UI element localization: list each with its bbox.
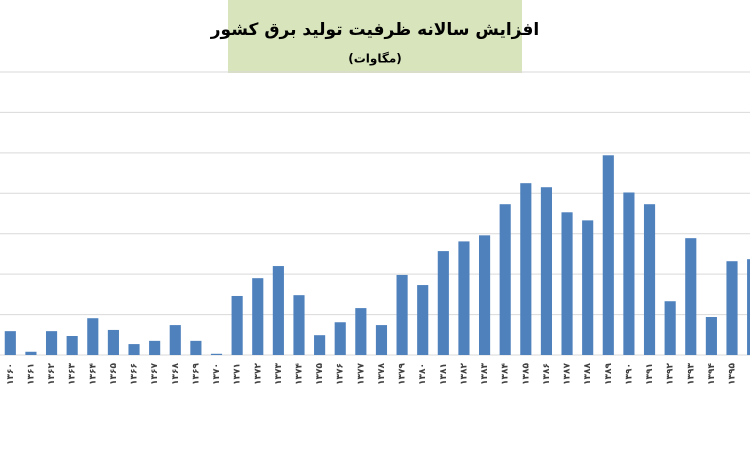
bar <box>685 238 697 355</box>
bar <box>417 285 429 355</box>
bar <box>705 316 717 355</box>
x-tick-label: ۱۳۶۴ <box>88 363 98 385</box>
x-tick-label: ۱۳۶۹ <box>191 363 201 385</box>
bar <box>520 183 532 355</box>
bar <box>252 278 264 355</box>
bar <box>561 212 573 355</box>
bar <box>314 335 326 355</box>
bar <box>499 204 511 355</box>
chart-title: افزایش سالانه ظرفیت تولید برق کشور <box>210 20 539 40</box>
x-tick-label: ۱۳۹۰ <box>624 363 634 385</box>
x-tick-label: ۱۳۷۶ <box>336 363 346 385</box>
bar <box>540 187 552 355</box>
bar <box>190 340 202 355</box>
x-tick-label: ۱۳۶۶ <box>130 363 140 385</box>
bar <box>149 340 161 355</box>
x-tick-label: ۱۳۷۷ <box>356 363 366 385</box>
x-tick-label: ۱۳۶۲ <box>47 363 57 385</box>
x-tick-label: ۱۳۷۹ <box>398 363 408 385</box>
bar <box>458 241 470 355</box>
x-tick-label: ۱۳۷۴ <box>294 363 304 385</box>
bar <box>375 325 388 355</box>
x-tick-label: ۱۳۸۰ <box>418 363 428 385</box>
bar <box>437 251 449 355</box>
x-tick-label: ۱۳۹۴ <box>707 363 717 385</box>
x-tick-label: ۱۳۶۳ <box>68 363 78 385</box>
bar <box>726 261 738 355</box>
x-tick-label: ۱۳۷۵ <box>315 363 325 385</box>
x-tick-label: ۱۳۷۲ <box>253 363 263 385</box>
x-tick-label: ۱۳۹۵ <box>728 363 738 385</box>
bar <box>169 325 181 355</box>
x-tick-label: ۱۳۸۲ <box>459 363 469 385</box>
x-tick-label: ۱۳۸۱ <box>439 363 449 385</box>
x-tick-label: ۱۳۶۷ <box>150 363 160 385</box>
x-tick-label: ۱۳۷۸ <box>377 363 387 385</box>
bar <box>231 295 243 355</box>
bar <box>4 331 16 355</box>
bar <box>272 266 284 355</box>
bar <box>396 274 408 355</box>
title-box <box>228 0 522 73</box>
bar <box>479 235 491 355</box>
x-tick-label: ۱۳۶۰ <box>6 363 16 385</box>
x-tick-label: ۱۳۸۷ <box>563 363 573 385</box>
x-tick-label: ۱۳۶۱ <box>26 363 36 385</box>
x-tick-label: ۱۳۸۸ <box>583 363 593 385</box>
chart-subtitle: (مگاوات) <box>348 52 402 67</box>
bar <box>355 308 367 355</box>
bar <box>334 322 346 355</box>
x-tick-label: ۱۳۶۸ <box>171 363 181 385</box>
bar <box>664 301 676 355</box>
x-tick-label: ۱۳۸۹ <box>604 363 614 385</box>
x-tick-label: ۱۳۸۶ <box>542 363 552 385</box>
x-tick-label: ۱۳۷۱ <box>233 363 243 385</box>
bar <box>293 295 305 355</box>
x-tick-label: ۱۳۸۵ <box>521 363 531 385</box>
x-tick-label: ۱۳۷۰ <box>212 363 222 385</box>
bar <box>747 259 750 355</box>
x-tick-label: ۱۳۹۱ <box>645 363 655 385</box>
x-tick-label: ۱۳۹۲ <box>666 363 676 385</box>
bar <box>66 335 78 355</box>
bar <box>602 155 614 355</box>
bar <box>107 329 119 355</box>
bar <box>582 220 594 355</box>
x-tick-label: ۱۳۷۳ <box>274 363 284 385</box>
bar <box>45 331 58 355</box>
bar <box>25 351 37 355</box>
x-tick-label: ۱۳۶۵ <box>109 363 119 385</box>
x-tick-label: ۱۳۸۳ <box>480 363 490 385</box>
bar <box>128 344 140 355</box>
bar <box>623 192 635 355</box>
bar <box>643 204 656 355</box>
x-tick-label: ۱۳۸۴ <box>501 363 511 385</box>
bar <box>87 318 99 355</box>
bar <box>210 353 223 355</box>
x-tick-label: ۱۳۹۳ <box>686 363 696 385</box>
